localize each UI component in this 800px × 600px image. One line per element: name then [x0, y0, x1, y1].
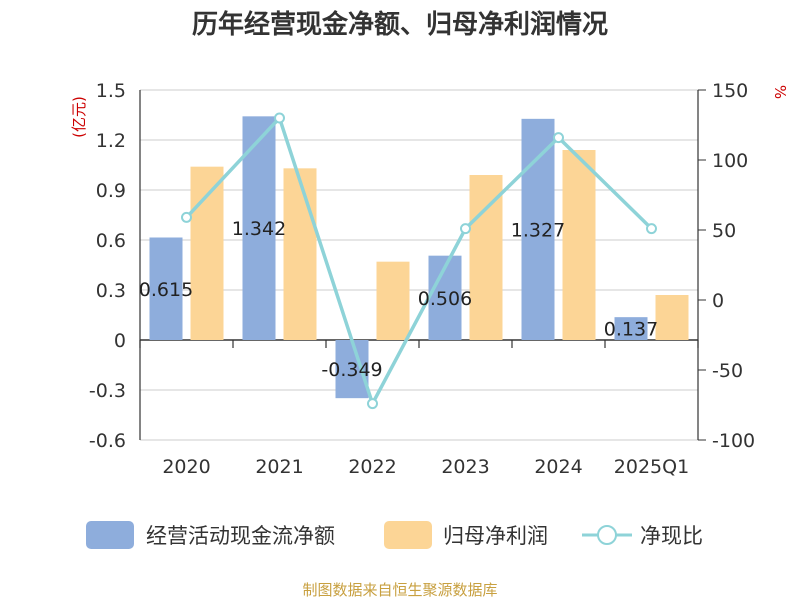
- legend-swatch-net-profit: [384, 521, 432, 549]
- net-profit-bar: [190, 166, 224, 340]
- legend-label-cash-flow: 经营活动现金流净额: [146, 524, 335, 548]
- chart-title: 历年经营现金净额、归母净利润情况: [192, 9, 608, 40]
- bars: [149, 116, 689, 399]
- left-tick-label: 0.6: [96, 230, 126, 252]
- net-profit-bar: [376, 261, 410, 340]
- ratio-line-path: [185, 114, 653, 409]
- left-tick-label: 1.2: [96, 130, 126, 152]
- ratio-point: [646, 223, 657, 235]
- legend-swatch-cash-flow: [86, 521, 134, 549]
- left-tick-label: 0: [114, 330, 126, 352]
- grid: [140, 89, 698, 441]
- cash-flow-data-label: 0.137: [604, 319, 658, 341]
- net-profit-bar: [469, 175, 503, 340]
- legend-label-ratio: 净现比: [640, 524, 703, 548]
- ratio-line: [181, 112, 657, 410]
- right-axis-unit: %: [771, 85, 789, 99]
- cash-flow-data-label: 0.506: [418, 288, 472, 310]
- net-profit-bar: [283, 168, 317, 340]
- legend: 经营活动现金流净额 归母净利润 净现比: [86, 521, 703, 549]
- cash-flow-data-label: 0.615: [139, 279, 193, 301]
- category-label: 2021: [255, 456, 303, 478]
- right-tick-label: 150: [712, 80, 748, 102]
- left-tick-label: 0.9: [96, 180, 126, 202]
- ratio-point: [460, 223, 471, 235]
- cash-flow-data-label: 1.342: [232, 218, 286, 240]
- right-tick-label: 50: [712, 220, 736, 242]
- cash-flow-bar: [149, 237, 183, 340]
- left-axis-unit: (亿元): [70, 96, 88, 138]
- axes: 1.5 1.2 0.9 0.6 0.3 0 -0.3 -0.6 150 100 50 0 -50 -100…: [89, 80, 755, 478]
- left-tick-label: 1.5: [96, 80, 126, 102]
- ratio-point: [274, 112, 285, 124]
- category-label: 2024: [534, 456, 582, 478]
- ratio-point: [367, 398, 378, 410]
- left-tick-label: -0.6: [89, 430, 126, 452]
- source-note: 制图数据来自恒生聚源数据库: [302, 581, 497, 599]
- net-profit-bar: [655, 295, 689, 340]
- right-tick-label: 100: [712, 150, 748, 172]
- cash-flow-bar: [614, 317, 648, 340]
- net-profit-bar: [562, 150, 596, 340]
- right-tick-label: -100: [712, 430, 755, 452]
- legend-swatch-ratio-marker: [597, 525, 617, 545]
- cash-flow-data-label: 1.327: [511, 219, 565, 241]
- left-tick-label: -0.3: [89, 380, 126, 402]
- category-label: 2022: [348, 456, 396, 478]
- cash-flow-data-label: -0.349: [321, 359, 382, 381]
- ratio-point: [181, 211, 192, 223]
- right-tick-label: 0: [712, 290, 724, 312]
- data-labels: 0.615 1.342 -0.349 0.506 1.327 0.137: [139, 218, 658, 381]
- ratio-point: [553, 132, 564, 144]
- category-label: 2023: [441, 456, 489, 478]
- category-label: 2020: [162, 456, 210, 478]
- left-tick-label: 0.3: [96, 280, 126, 302]
- right-tick-label: -50: [712, 360, 743, 382]
- category-label: 2025Q1: [614, 456, 689, 478]
- legend-label-net-profit: 归母净利润: [443, 524, 548, 548]
